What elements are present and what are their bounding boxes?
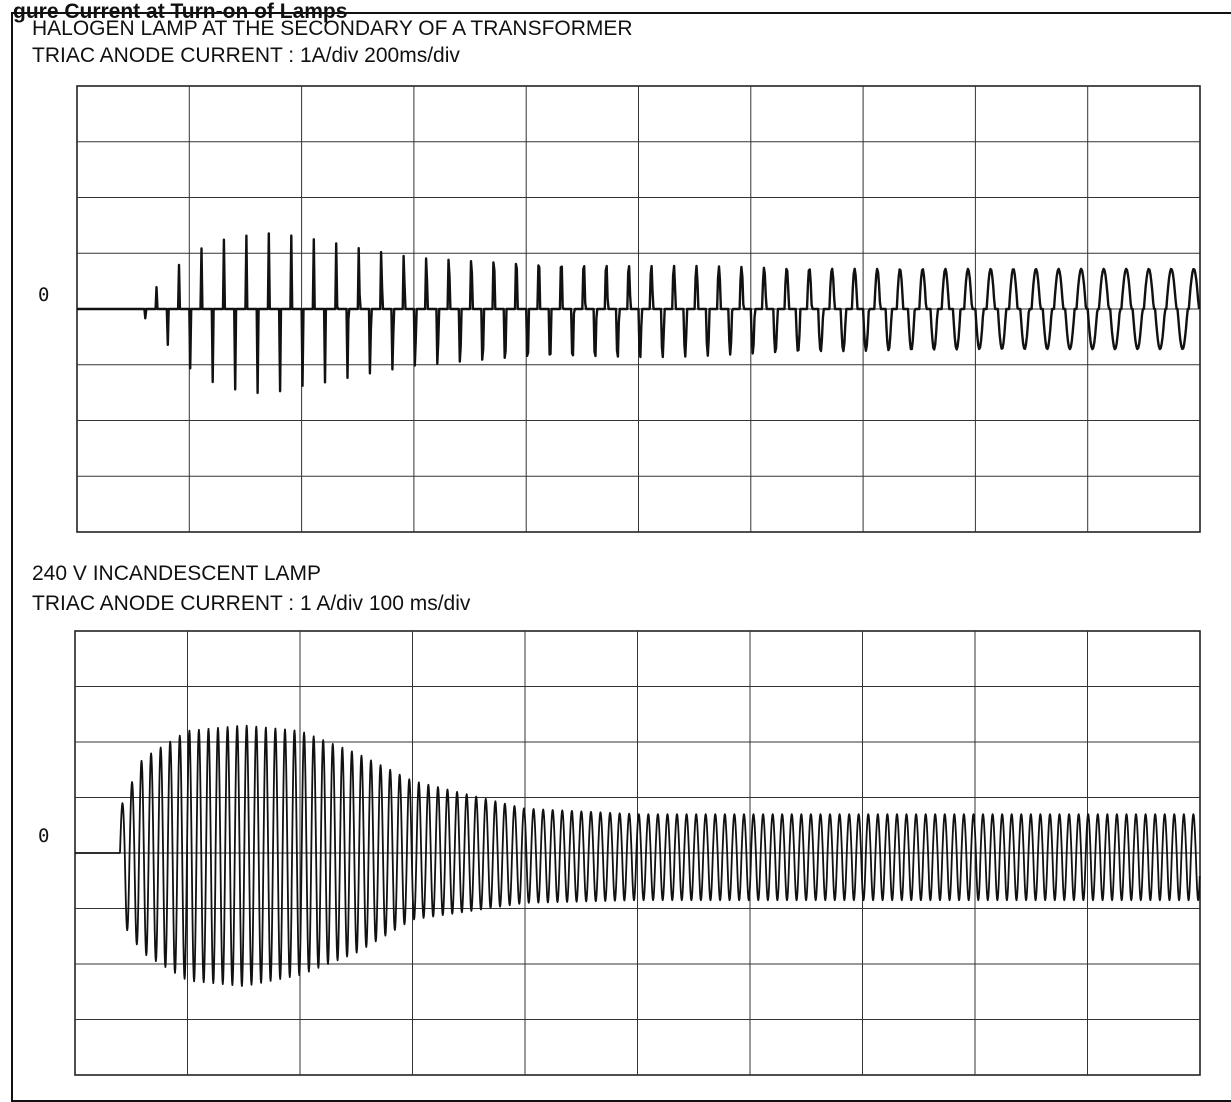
panel-1-title-line1: HALOGEN LAMP AT THE SECONDARY OF A TRANS… xyxy=(32,17,633,40)
panel-2-title-line2: TRIAC ANODE CURRENT : 1 A/div 100 ms/div xyxy=(32,592,471,615)
scope-panel-1 xyxy=(76,85,1201,533)
scope-panel-2 xyxy=(74,630,1201,1076)
panel-2-zero-label: 0 xyxy=(38,825,50,847)
panel-1-title-line2: TRIAC ANODE CURRENT : 1A/div 200ms/div xyxy=(32,44,460,67)
figure-heading-fragment: gure Current at Turn-on of Lamps xyxy=(13,0,348,23)
current-waveform-trace xyxy=(74,724,1201,987)
current-waveform-trace xyxy=(76,232,1201,395)
panel-1-zero-label: 0 xyxy=(38,284,50,306)
panel-2-title-line1: 240 V INCANDESCENT LAMP xyxy=(32,562,322,585)
